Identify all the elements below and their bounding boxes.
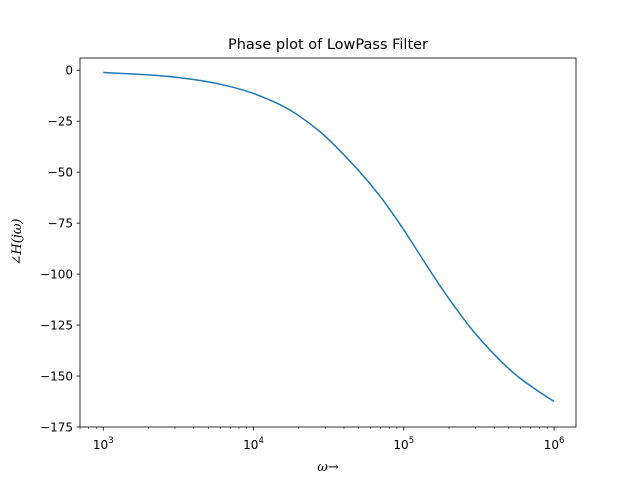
y-tick-label: −175 bbox=[40, 420, 73, 434]
phase-series-line bbox=[103, 71, 555, 403]
y-tick-label: −125 bbox=[40, 318, 73, 332]
y-tick-label: −25 bbox=[48, 114, 73, 128]
plot-area bbox=[80, 58, 576, 427]
x-tick-label-base: 10 bbox=[393, 438, 408, 452]
y-axis-label: ∠H(jω) bbox=[10, 218, 25, 265]
x-tick-label: 103 bbox=[93, 436, 114, 452]
x-tick-label: 105 bbox=[393, 436, 414, 452]
plot-frame bbox=[79, 57, 577, 428]
x-tick-label-exponent: 6 bbox=[559, 436, 564, 446]
y-tick-label: −75 bbox=[48, 216, 73, 230]
y-tick-label: 0 bbox=[65, 64, 73, 78]
y-tick-label: −50 bbox=[48, 165, 73, 179]
x-tick-label-exponent: 3 bbox=[108, 436, 113, 446]
y-tick-label: −150 bbox=[40, 369, 73, 383]
x-axis-label: ω→ bbox=[317, 460, 339, 475]
x-tick-label: 104 bbox=[243, 436, 264, 452]
x-axis-ticks: 103 104 105 106 bbox=[93, 427, 564, 452]
chart-title: Phase plot of LowPass Filter bbox=[228, 37, 428, 53]
x-tick-label-base: 10 bbox=[243, 438, 258, 452]
x-tick-label-exponent: 4 bbox=[258, 436, 263, 446]
x-tick-label-exponent: 5 bbox=[409, 436, 414, 446]
x-tick-label: 106 bbox=[544, 436, 565, 452]
y-axis-ticks: 0 −25 −50 −75 −100 −125 −150 −175 bbox=[40, 64, 80, 434]
x-tick-label-base: 10 bbox=[93, 438, 108, 452]
y-tick-label: −100 bbox=[40, 267, 73, 281]
x-tick-label-base: 10 bbox=[544, 438, 559, 452]
